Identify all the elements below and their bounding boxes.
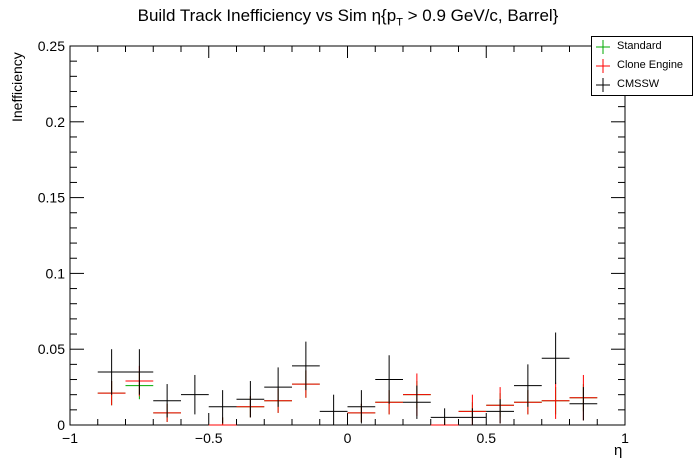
data-point [181,374,209,415]
data-point [125,349,154,395]
axis-ticks: −1 −0.5 0 0.5 1 0 0.05 0.1 0.15 0.2 0.25 [38,38,629,446]
data-point [541,382,570,419]
x-axis-label: η [614,442,623,459]
legend-marker-icon [596,59,610,73]
data-point [430,408,459,425]
y-tick-label: 0.15 [38,190,65,206]
data-point [458,408,487,425]
data-point [403,385,431,419]
legend-marker-icon [596,40,610,54]
plot-frame [69,45,626,426]
data-point [375,355,403,404]
data-series [97,332,598,426]
legend-item-clone-engine: Clone Engine [592,57,692,75]
x-tick-label: 0 [344,430,352,446]
data-point [514,364,542,407]
data-point [292,341,320,391]
data-point [208,390,237,424]
legend-label: CMSSW [617,78,660,90]
y-tick-label: 0.05 [38,341,65,357]
y-tick-label: 0.1 [46,265,66,281]
legend-label: Clone Engine [617,59,684,71]
legend-label: Standard [617,40,662,52]
x-tick-label: 0.5 [477,430,497,446]
data-point [153,384,181,418]
x-tick-label: −1 [62,430,78,446]
y-tick-label: 0 [57,417,65,433]
legend-marker-icon [596,78,610,92]
x-tick-label: −0.5 [195,430,223,446]
data-point [319,394,348,425]
data-point [97,349,126,395]
data-point [569,387,598,421]
x-tick-label: 1 [621,430,629,446]
y-tick-label: 0.2 [46,114,66,130]
data-point [264,367,292,407]
data-point [486,399,514,424]
data-point [347,390,376,424]
legend-item-cmssw: CMSSW [592,76,692,94]
data-point [236,381,265,418]
series-cmssw [97,332,598,425]
data-point [541,332,570,385]
chart-title: Build Track Inefficiency vs Sim η{pT > 0… [137,6,559,29]
legend: Standard Clone Engine CMSSW [591,36,693,96]
legend-item-standard: Standard [592,38,692,56]
y-tick-label: 0.25 [38,38,65,54]
